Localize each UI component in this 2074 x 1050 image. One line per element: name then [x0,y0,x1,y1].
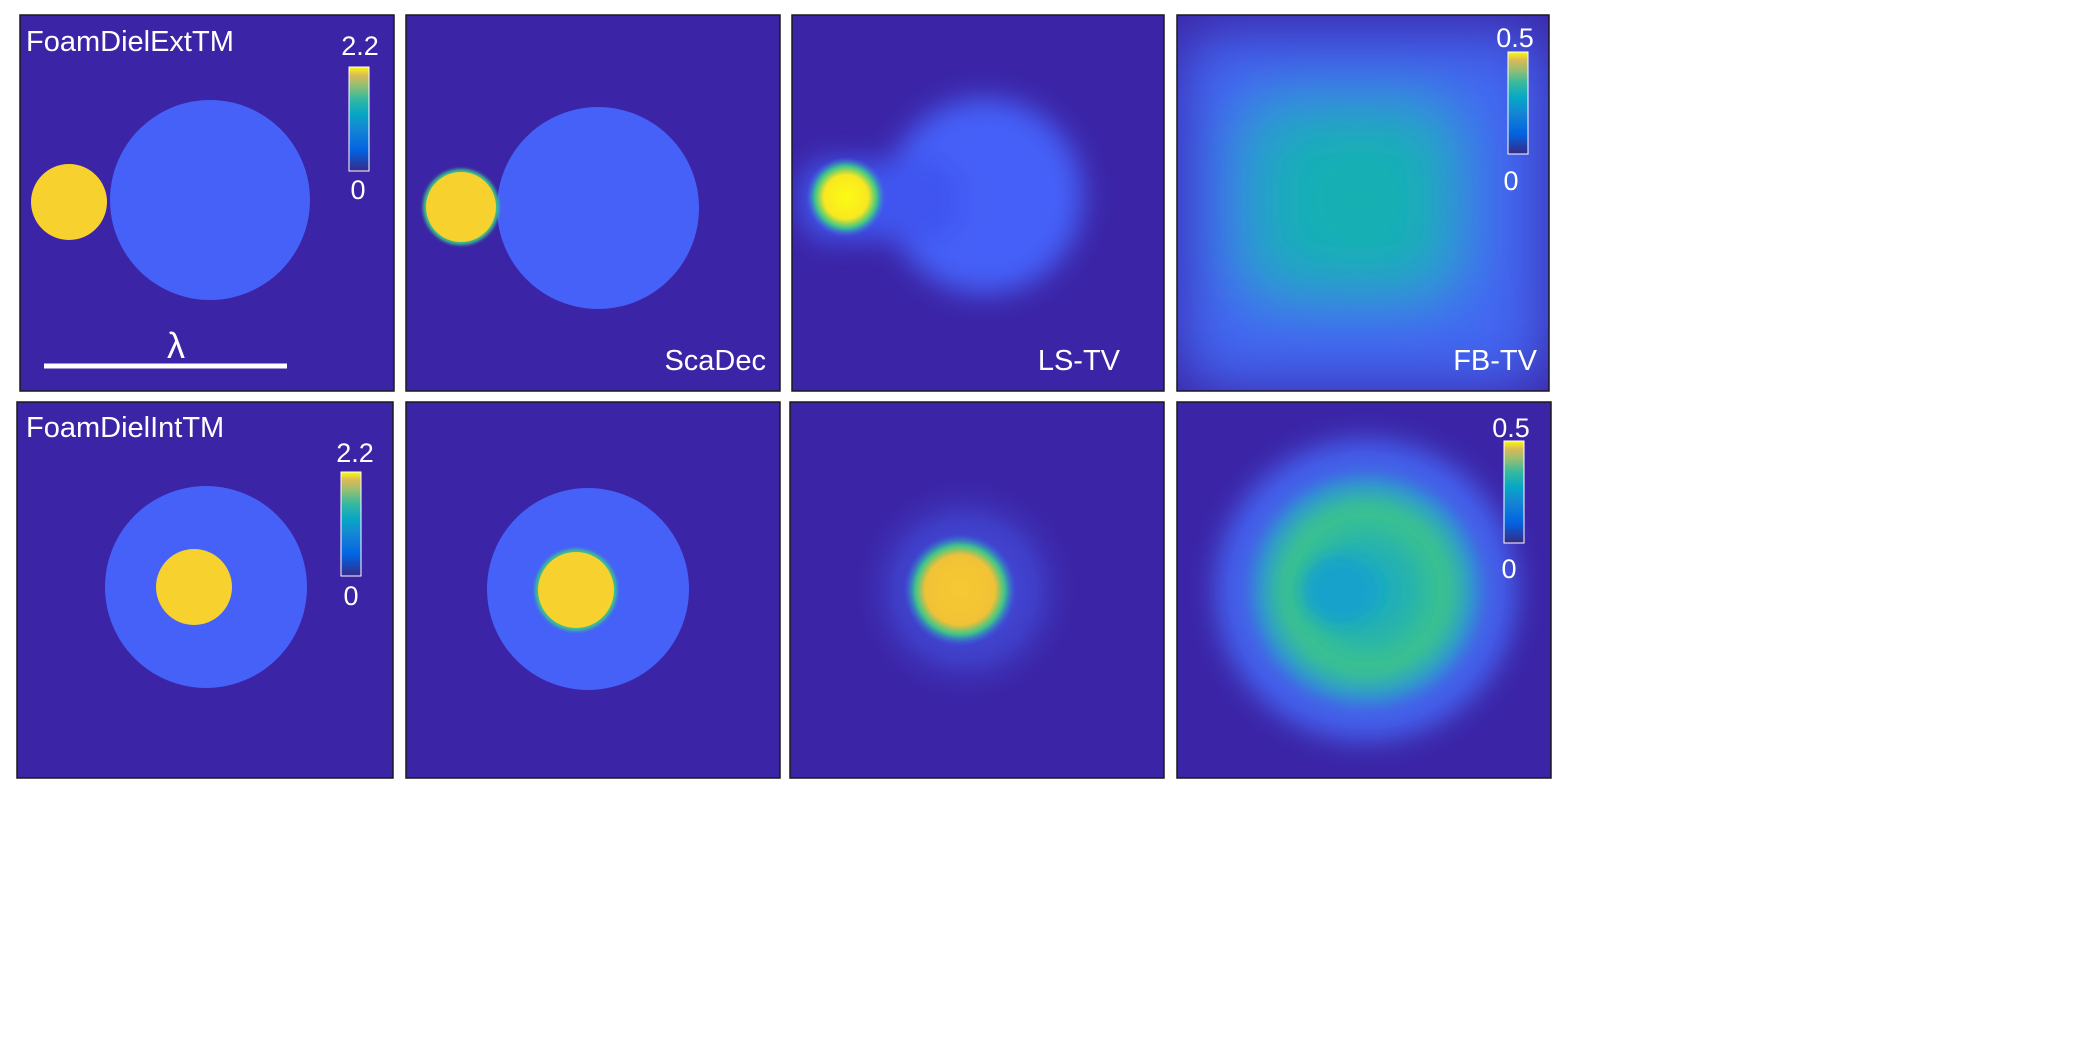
colorbar-right: 0.5 0 [1496,23,1534,196]
colorbar-right: 0.5 0 [1492,413,1530,584]
panel-ls-tv-ext [792,15,1164,391]
large-scatterer [110,100,310,300]
scale-bar-label: λ [167,325,185,366]
small-scatterer [31,164,107,240]
method-label-scadec: ScaDec [664,345,766,377]
colorbar-min-label: 0 [1501,554,1516,584]
colorbar-min-label: 0 [350,175,365,205]
colorbar-min-label: 0 [343,581,358,611]
colorbar-max-label: 2.2 [336,438,374,468]
panel-fb-tv-int [1177,402,1551,778]
small-scatterer [156,549,232,625]
method-label-fb-tv: FB-TV [1453,345,1537,377]
method-label-ls-tv: LS-TV [1038,345,1121,377]
panel-ground-truth-int [17,402,393,778]
panel-scadec-ext [406,15,780,391]
panel-scadec-int [406,402,780,778]
colorbar-left: 2.2 0 [341,31,379,205]
panel-fb-tv-ext [1177,15,1549,391]
colorbar-max-label: 0.5 [1496,23,1534,53]
colorbar-min-label: 0 [1503,166,1518,196]
row-title: FoamDielIntTM [26,412,224,444]
row-title: FoamDielExtTM [26,26,234,58]
panel-ground-truth-ext [20,15,394,391]
colorbar-left: 2.2 0 [336,438,374,611]
colorbar-max-label: 2.2 [341,31,379,61]
panel-ls-tv-int [790,402,1164,778]
colorbar-max-label: 0.5 [1492,413,1530,443]
